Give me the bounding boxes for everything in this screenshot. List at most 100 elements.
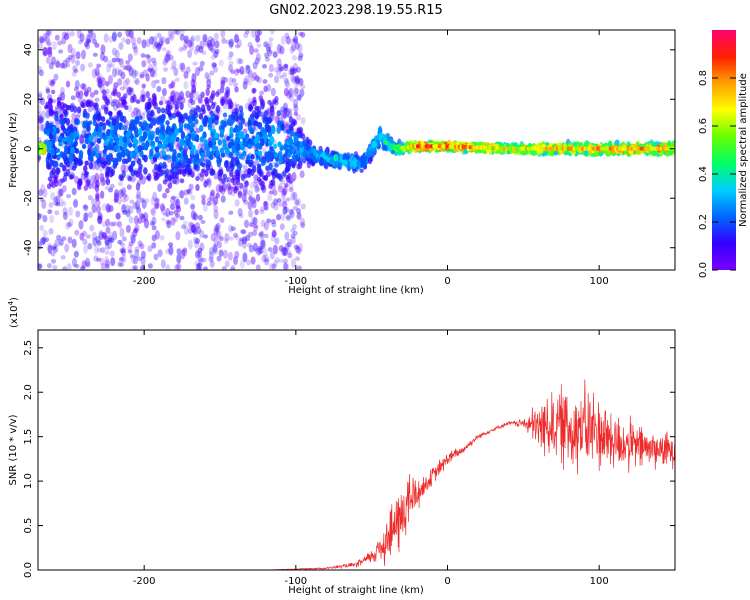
- spectrogram-band-cell: [360, 158, 366, 167]
- spectrogram-noise-cell: [263, 206, 269, 211]
- spectrogram-noise-cell: [179, 33, 185, 41]
- spectrogram-band-cell: [293, 111, 298, 116]
- spectrogram-noise-cell: [129, 254, 135, 259]
- spectrogram-noise-cell: [51, 258, 56, 264]
- spectrogram-noise-cell: [151, 80, 157, 89]
- spectrogram-x-tick-label: 100: [590, 276, 609, 287]
- spectrogram-noise-cell: [191, 223, 197, 234]
- spectrogram-noise-cell: [67, 54, 73, 60]
- spectrogram-noise-cell: [254, 184, 260, 194]
- spectrogram-noise-cell: [262, 248, 268, 257]
- spectrogram-band-cell: [215, 149, 220, 157]
- spectrogram-noise-cell: [137, 240, 143, 248]
- spectrogram-noise-cell: [207, 178, 212, 189]
- spectrogram-noise-cell: [276, 64, 282, 70]
- spectrogram-noise-cell: [136, 36, 142, 45]
- spectrogram-noise-cell: [251, 30, 257, 38]
- spectrogram-band-cell: [218, 184, 224, 193]
- spectrogram-band-cell: [215, 104, 221, 114]
- spectrogram-band-cell: [269, 105, 275, 113]
- spectrogram-band-cell: [166, 154, 172, 160]
- spectrogram-noise-cell: [133, 107, 139, 116]
- spectrogram-noise-cell: [271, 230, 277, 238]
- spectrogram-noise-cell: [269, 250, 275, 260]
- spectrogram-noise-cell: [180, 62, 186, 71]
- spectrogram-noise-cell: [121, 236, 127, 242]
- spectrogram-noise-cell: [55, 195, 61, 205]
- spectrogram-band-cell: [227, 98, 233, 107]
- spectrogram-band-cell: [269, 146, 274, 152]
- spectrogram-noise-cell: [183, 81, 189, 90]
- spectrogram-noise-cell: [253, 181, 259, 189]
- snr-x-tick-label: -100: [284, 576, 307, 587]
- spectrogram-band-cell: [75, 91, 80, 99]
- spectrogram-band-cell: [45, 161, 51, 170]
- spectrogram-band-cell: [49, 159, 55, 165]
- spectrogram-noise-cell: [282, 262, 288, 270]
- spectrogram-band-cell: [204, 169, 209, 177]
- spectrogram-noise-cell: [88, 30, 94, 37]
- spectrogram-noise-cell: [285, 80, 291, 89]
- spectrogram-noise-cell: [295, 256, 300, 262]
- spectrogram-band-cell: [69, 123, 74, 133]
- spectrogram-band-cell: [45, 101, 50, 108]
- spectrogram-band-cell: [112, 163, 118, 169]
- spectrogram-noise-cell: [81, 260, 87, 269]
- spectrogram-band-cell: [75, 118, 81, 126]
- spectrogram-band-cell: [153, 176, 158, 181]
- spectrogram-band-cell: [138, 115, 143, 120]
- spectrogram-noise-cell: [289, 45, 295, 54]
- spectrogram-noise-cell: [281, 188, 287, 196]
- spectrogram-noise-cell: [234, 68, 240, 76]
- spectrogram-noise-cell: [279, 74, 284, 79]
- spectrogram-band-cell: [186, 189, 191, 194]
- spectrogram-noise-cell: [239, 259, 245, 269]
- spectrogram-noise-cell: [290, 228, 296, 233]
- spectrogram-noise-cell: [276, 213, 282, 221]
- spectrogram-noise-cell: [193, 236, 199, 244]
- spectrogram-band-cell: [400, 141, 405, 147]
- spectrogram-band-cell: [191, 84, 197, 93]
- spectrogram-band-cell: [45, 88, 51, 94]
- spectrogram-noise-cell: [182, 220, 188, 227]
- spectrogram-noise-cell: [271, 222, 277, 228]
- spectrogram-band-cell: [162, 179, 168, 185]
- spectrogram-noise-cell: [48, 62, 54, 70]
- colorbar-scale: [712, 30, 736, 270]
- spectrogram-noise-cell: [80, 63, 86, 72]
- spectrogram-band-cell: [134, 131, 139, 138]
- spectrogram-noise-cell: [152, 191, 158, 202]
- spectrogram-noise-cell: [162, 58, 168, 66]
- spectrogram-noise-cell: [83, 245, 88, 254]
- spectrogram-noise-cell: [245, 64, 251, 71]
- spectrogram-noise-cell: [64, 222, 70, 231]
- spectrogram-noise-cell: [234, 44, 240, 49]
- spectrogram-plot-area: [38, 30, 675, 270]
- spectrogram-noise-cell: [284, 206, 290, 213]
- spectrogram-band-cell: [253, 137, 258, 145]
- spectrogram-noise-cell: [172, 30, 178, 35]
- spectrogram-noise-cell: [154, 198, 160, 207]
- spectrogram-band-cell: [217, 170, 222, 177]
- spectrogram-noise-cell: [108, 74, 113, 85]
- spectrogram-band-cell: [288, 116, 294, 124]
- spectrogram-noise-cell: [143, 212, 149, 222]
- spectrogram-noise-cell: [125, 30, 131, 38]
- spectrogram-noise-cell: [247, 231, 253, 238]
- spectrogram-noise-cell: [268, 190, 274, 195]
- spectrogram-noise-cell: [243, 77, 249, 85]
- spectrogram-band-cell: [190, 133, 196, 141]
- spectrogram-band-cell: [62, 108, 68, 115]
- spectrogram-noise-cell: [87, 30, 93, 34]
- spectrogram-noise-cell: [145, 38, 151, 48]
- spectrogram-band-cell: [235, 132, 240, 138]
- spectrogram-noise-cell: [133, 50, 139, 56]
- spectrogram-band-cell: [248, 195, 253, 202]
- spectrogram-band-cell: [328, 159, 334, 165]
- spectrogram-band-cell: [141, 94, 146, 103]
- spectrogram-noise-cell: [127, 104, 133, 113]
- spectrogram-noise-cell: [183, 70, 189, 79]
- spectrogram-x-tick-label: -200: [133, 276, 156, 287]
- spectrogram-noise-cell: [84, 41, 89, 48]
- spectrogram-noise-cell: [128, 205, 134, 214]
